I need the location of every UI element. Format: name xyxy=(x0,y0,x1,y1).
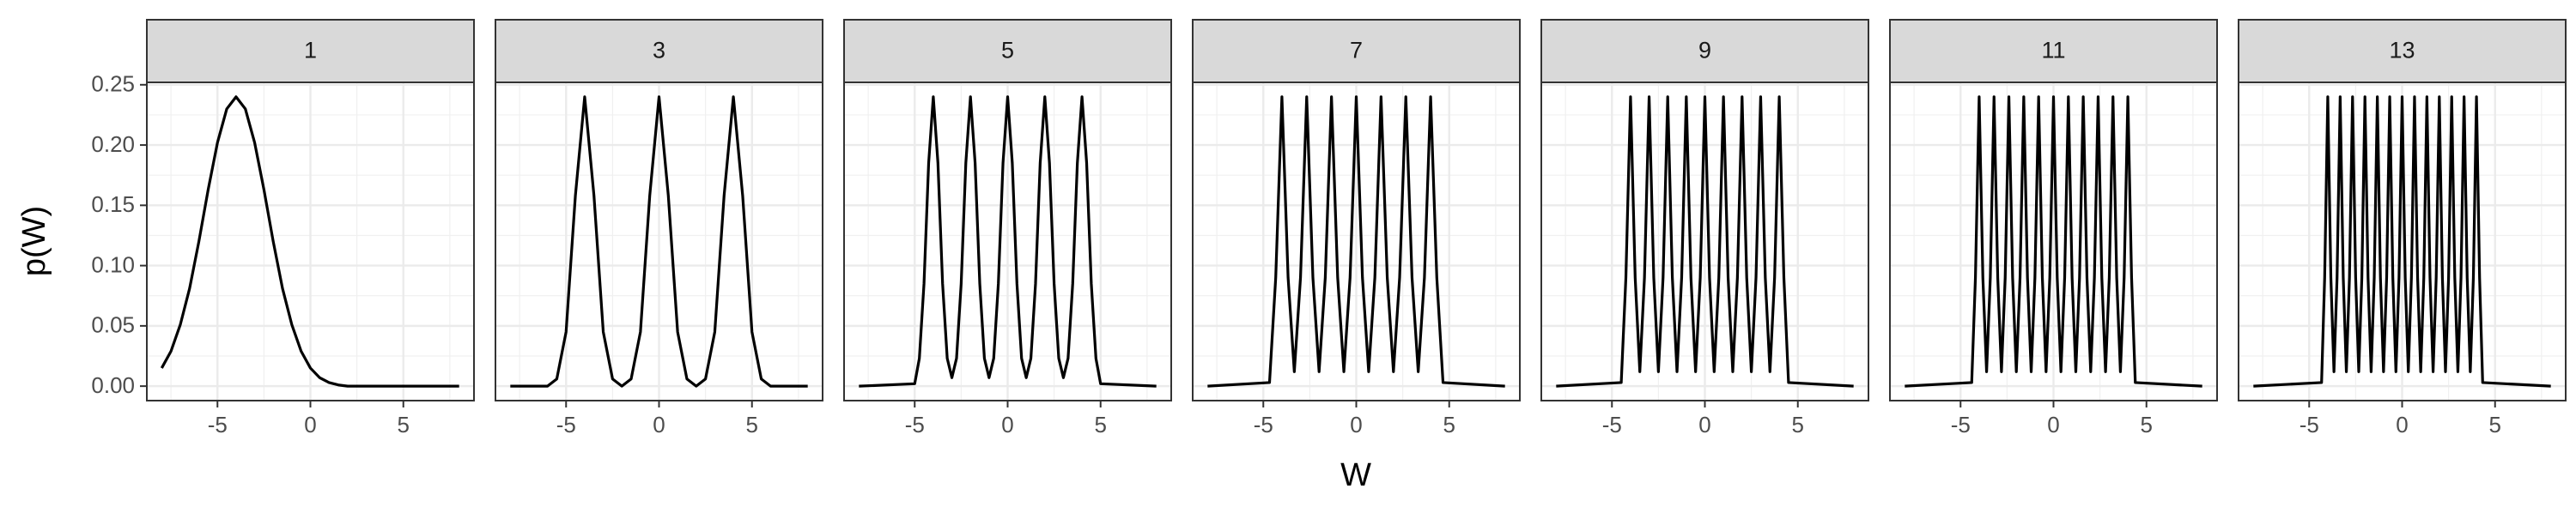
y-axis-title: p(W) xyxy=(16,206,52,276)
y-tick-label: 0.15 xyxy=(91,191,135,217)
x-tick-label: -5 xyxy=(556,412,576,438)
x-tick-label: 0 xyxy=(1350,412,1362,438)
data-line xyxy=(1207,95,1505,388)
x-tick-label: 0 xyxy=(653,412,665,438)
data-line xyxy=(510,95,808,388)
data-line xyxy=(1556,95,1854,388)
strip xyxy=(146,19,475,83)
x-tick-label: 5 xyxy=(1095,412,1107,438)
x-tick-label: -5 xyxy=(1254,412,1273,438)
strip-text: 1 xyxy=(304,38,317,63)
x-tick-label: -5 xyxy=(905,412,925,438)
strip-text: 3 xyxy=(653,38,665,63)
strip-text: 9 xyxy=(1698,38,1711,63)
x-tick-label: 5 xyxy=(1792,412,1804,438)
y-tick-label: 0.25 xyxy=(91,71,135,97)
strip xyxy=(2238,19,2567,83)
x-tick-label: -5 xyxy=(2300,412,2319,438)
x-tick-label: -5 xyxy=(1951,412,1971,438)
x-tick-label: -5 xyxy=(1602,412,1622,438)
x-tick-label: 0 xyxy=(2396,412,2408,438)
y-tick-label: 0.05 xyxy=(91,312,135,338)
x-tick-label: -5 xyxy=(208,412,228,438)
x-tick-label: 5 xyxy=(2141,412,2153,438)
strip xyxy=(1889,19,2218,83)
x-tick-label: 0 xyxy=(1001,412,1013,438)
data-line xyxy=(160,95,459,388)
x-tick-label: 0 xyxy=(304,412,316,438)
x-tick-label: 0 xyxy=(1698,412,1710,438)
strip xyxy=(1540,19,1869,83)
x-tick-label: 5 xyxy=(398,412,410,438)
y-tick-label: 0.20 xyxy=(91,131,135,157)
data-line xyxy=(1905,95,2202,388)
strip-text: 13 xyxy=(2389,38,2415,63)
strip-text: 7 xyxy=(1350,38,1363,63)
x-tick-label: 5 xyxy=(1443,412,1455,438)
x-tick-label: 5 xyxy=(2489,412,2501,438)
strip-text: 11 xyxy=(2041,38,2065,63)
strip xyxy=(1192,19,1521,83)
x-axis-title: W xyxy=(1340,457,1371,493)
y-tick-label: 0.00 xyxy=(91,372,135,398)
x-tick-label: 0 xyxy=(2047,412,2059,438)
y-tick-label: 0.10 xyxy=(91,251,135,277)
data-line xyxy=(859,95,1157,388)
data-line xyxy=(2253,95,2551,388)
strip xyxy=(495,19,823,83)
strip-text: 5 xyxy=(1001,38,1014,63)
x-tick-label: 5 xyxy=(746,412,758,438)
